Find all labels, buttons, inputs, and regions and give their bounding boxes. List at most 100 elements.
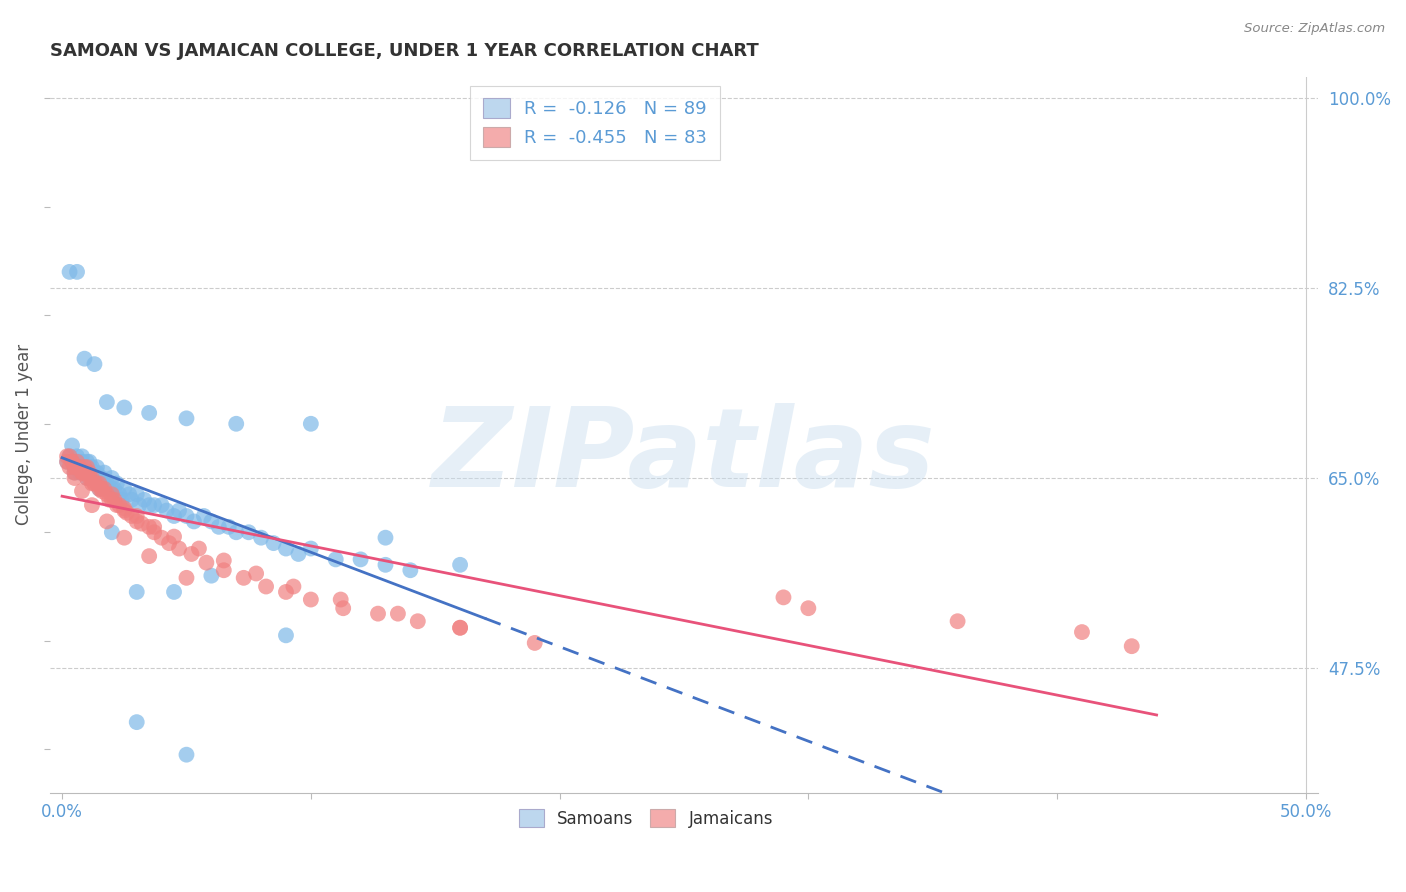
Point	[70, 450, 93, 464]
Point	[60, 455, 83, 469]
Point	[70, 460, 93, 475]
Point	[76, 466, 98, 480]
Point	[125, 508, 148, 523]
Point	[101, 525, 124, 540]
Point	[150, 498, 173, 512]
Point	[83, 466, 105, 480]
Point	[73, 466, 96, 480]
Point	[93, 482, 115, 496]
Text: SAMOAN VS JAMAICAN COLLEGE, UNDER 1 YEAR CORRELATION CHART: SAMOAN VS JAMAICAN COLLEGE, UNDER 1 YEAR…	[49, 42, 758, 60]
Point	[63, 460, 86, 475]
Point	[138, 498, 160, 512]
Point	[225, 417, 247, 431]
Point	[138, 520, 160, 534]
Point	[283, 580, 305, 594]
Point	[69, 466, 91, 480]
Point	[108, 487, 131, 501]
Point	[274, 541, 297, 556]
Point	[180, 547, 202, 561]
Point	[163, 508, 186, 523]
Point	[212, 553, 235, 567]
Point	[79, 460, 101, 475]
Point	[63, 460, 86, 475]
Point	[349, 552, 371, 566]
Point	[115, 506, 138, 520]
Point	[101, 492, 124, 507]
Point	[83, 357, 105, 371]
Point	[70, 483, 93, 498]
Point	[58, 460, 80, 475]
Point	[80, 476, 103, 491]
Point	[299, 592, 322, 607]
Point	[163, 530, 186, 544]
Point	[105, 476, 128, 491]
Point	[66, 265, 89, 279]
Point	[79, 466, 101, 480]
Point	[797, 601, 820, 615]
Point	[86, 476, 108, 491]
Point	[69, 460, 91, 475]
Point	[772, 591, 794, 605]
Point	[523, 636, 546, 650]
Point	[1071, 625, 1094, 640]
Point	[89, 476, 111, 491]
Point	[76, 455, 98, 469]
Point	[176, 571, 198, 585]
Point	[449, 558, 471, 572]
Point	[76, 471, 98, 485]
Point	[101, 487, 124, 501]
Point	[89, 482, 111, 496]
Point	[118, 487, 141, 501]
Point	[138, 549, 160, 563]
Point	[200, 515, 222, 529]
Point	[112, 501, 135, 516]
Point	[105, 498, 128, 512]
Point	[112, 503, 135, 517]
Point	[1121, 639, 1143, 653]
Point	[101, 482, 124, 496]
Point	[66, 450, 89, 464]
Point	[103, 492, 125, 507]
Point	[332, 601, 354, 615]
Point	[76, 460, 98, 475]
Point	[238, 525, 260, 540]
Point	[167, 541, 190, 556]
Point	[112, 401, 135, 415]
Point	[250, 531, 273, 545]
Point	[63, 466, 86, 480]
Point	[96, 395, 118, 409]
Point	[66, 455, 89, 469]
Point	[80, 498, 103, 512]
Point	[183, 515, 205, 529]
Point	[176, 508, 198, 523]
Point	[218, 520, 240, 534]
Point	[66, 460, 89, 475]
Point	[86, 466, 108, 480]
Point	[89, 482, 111, 496]
Point	[73, 460, 96, 475]
Point	[274, 628, 297, 642]
Point	[299, 541, 322, 556]
Point	[287, 547, 309, 561]
Point	[143, 525, 166, 540]
Point	[90, 483, 112, 498]
Point	[80, 471, 103, 485]
Point	[138, 406, 160, 420]
Point	[167, 503, 190, 517]
Point	[367, 607, 389, 621]
Point	[108, 498, 131, 512]
Point	[58, 450, 80, 464]
Point	[83, 476, 105, 491]
Point	[449, 621, 471, 635]
Point	[93, 476, 115, 491]
Point	[56, 450, 79, 464]
Point	[79, 471, 101, 485]
Point	[70, 466, 93, 480]
Point	[121, 508, 143, 523]
Point	[125, 585, 148, 599]
Point	[232, 571, 254, 585]
Point	[176, 411, 198, 425]
Point	[399, 563, 422, 577]
Point	[96, 487, 118, 501]
Point	[176, 747, 198, 762]
